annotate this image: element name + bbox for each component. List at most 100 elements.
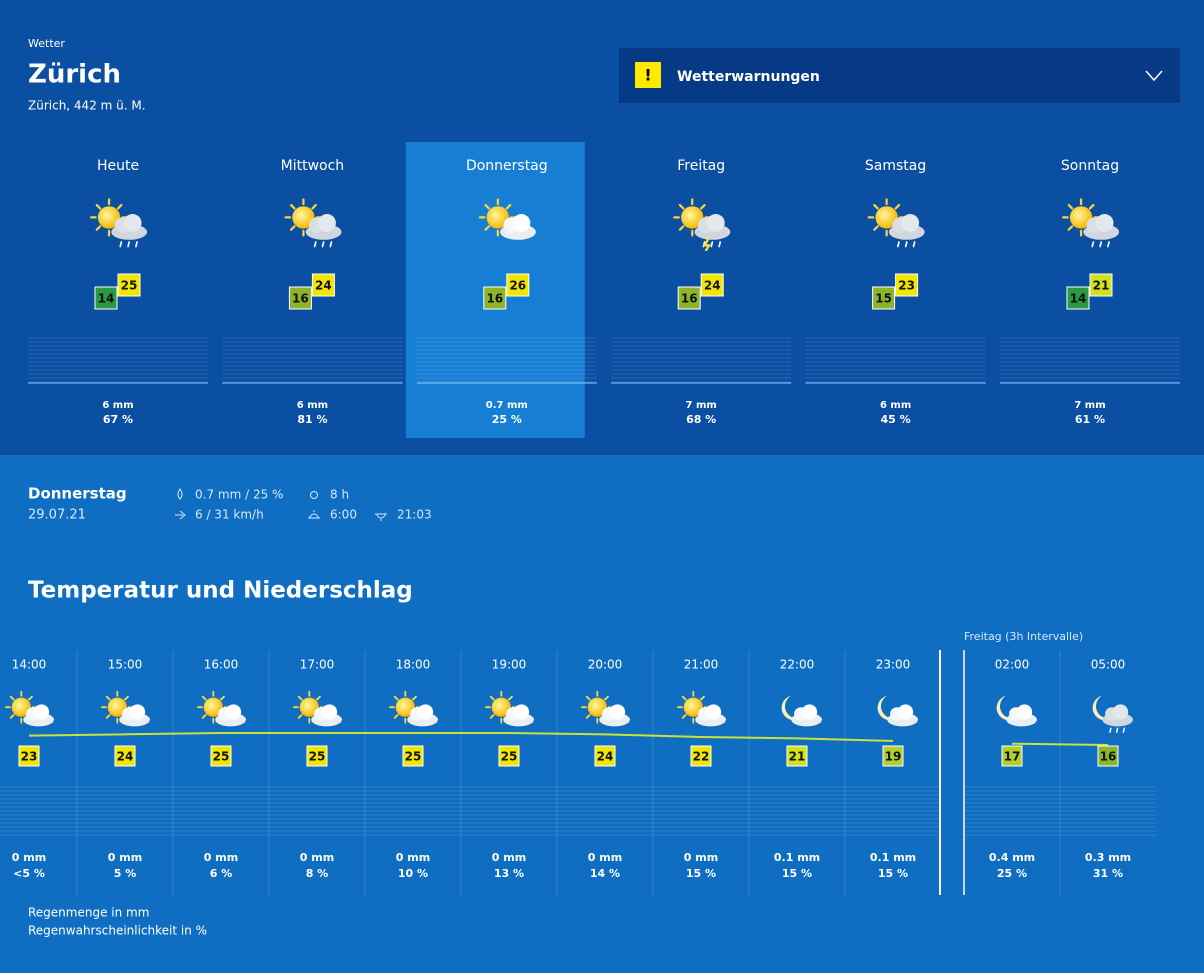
rain-amount: 0 mm (396, 851, 430, 864)
rain-baseline (1000, 382, 1180, 384)
hour-temp: 16 (1100, 750, 1117, 764)
hour-time: 16:00 (204, 658, 239, 672)
rain-baseline (416, 382, 597, 384)
hour-column: 14:00 0 mm <5 % (0, 650, 78, 895)
max-temp: 24 (704, 279, 721, 293)
rain-amount: 0.4 mm (989, 851, 1035, 864)
min-temp-box (483, 286, 507, 310)
hour-temp: 21 (789, 750, 806, 764)
chevron (1145, 70, 1163, 82)
hour-temp-box (210, 745, 232, 767)
max-temp: 25 (121, 279, 138, 293)
hour-temp: 25 (405, 750, 422, 764)
hour-temp: 25 (309, 750, 326, 764)
rain-probability: 81 % (297, 413, 327, 426)
warning-box[interactable] (619, 48, 1180, 103)
min-temp: 16 (486, 292, 503, 306)
detail-sunshine: 8 h (330, 488, 349, 502)
max-temp-box (506, 273, 530, 297)
min-temp: 15 (875, 292, 892, 306)
hour-temp-box (498, 745, 520, 767)
hour-time: 17:00 (300, 658, 335, 672)
min-temp: 16 (681, 292, 698, 306)
min-temp: 16 (292, 292, 309, 306)
rain-probability: 13 % (494, 867, 524, 880)
day-column[interactable]: Sonntag 21 14 7 mm 61 % (1000, 158, 1180, 426)
section-title: Temperatur und Niederschlag (28, 578, 413, 604)
hour-column: 02:00 0.4 mm 25 % (964, 650, 1061, 895)
location: Zürich, 442 m ü. M. (28, 99, 146, 113)
rain-baseline (805, 382, 986, 384)
detail-wind: 6 / 31 km/h (195, 508, 264, 522)
rain-amount: 0.1 mm (774, 851, 820, 864)
warning-button[interactable]: ! Wetterwarnungen (619, 48, 1180, 103)
warning-icon-text: ! (644, 66, 651, 85)
max-temp: 26 (509, 279, 526, 293)
hour-column: 20:00 0 mm 14 % (557, 650, 654, 895)
rain-amount: 0.7 mm (486, 400, 528, 411)
wind-icon (175, 510, 186, 520)
temperature-line (28, 732, 894, 742)
rain-amount: 0 mm (12, 851, 46, 864)
day-name[interactable]: Donnerstag (466, 158, 548, 174)
hour-temp: 17 (1004, 750, 1021, 764)
day-column[interactable]: Samstag 23 15 6 mm 45 % (805, 158, 986, 426)
day-name[interactable]: Freitag (677, 158, 725, 174)
rain-probability: 67 % (103, 413, 133, 426)
rain-amount: 0 mm (588, 851, 622, 864)
rain-amount: 0.1 mm (870, 851, 916, 864)
max-temp: 21 (1093, 279, 1110, 293)
hour-temp-box (1097, 745, 1119, 767)
legend-rain: Regenmenge in mm (28, 906, 149, 920)
rain-amount: 0 mm (684, 851, 718, 864)
rain-probability: 15 % (878, 867, 908, 880)
temperature-line (1011, 742, 1109, 746)
rain-probability: 5 % (114, 867, 137, 880)
hour-time: 15:00 (108, 658, 143, 672)
day-name[interactable]: Heute (97, 158, 139, 174)
hour-time: 18:00 (396, 658, 431, 672)
hour-time: 05:00 (1091, 658, 1126, 672)
rain-probability: 25 % (997, 867, 1027, 880)
legend-probability: Regenwahrscheinlichkeit in % (28, 924, 207, 938)
hour-temp-box (1001, 745, 1023, 767)
rain-amount: 7 mm (1074, 400, 1105, 411)
hour-time: 19:00 (492, 658, 527, 672)
day-column[interactable]: Heute 25 14 6 mm 67 % (28, 158, 208, 426)
hour-column: 15:00 0 mm 5 % (77, 650, 174, 895)
rain-probability: 25 % (492, 413, 522, 426)
hour-time: 20:00 (588, 658, 623, 672)
rain-probability: 6 % (210, 867, 233, 880)
min-temp-box (288, 286, 312, 310)
day-column[interactable]: Mittwoch 24 16 6 mm 81 % (222, 158, 403, 426)
hour-temp: 25 (213, 750, 230, 764)
warning-label[interactable]: Wetterwarnungen (677, 69, 820, 85)
day-details: Donnerstag 29.07.21 0.7 mm / 25 % 6 / 31… (28, 485, 432, 523)
max-temp: 24 (315, 279, 332, 293)
day-name[interactable]: Samstag (865, 158, 926, 174)
min-temp-box (872, 286, 896, 310)
rain-probability: 15 % (782, 867, 812, 880)
min-temp-box (677, 286, 701, 310)
sunrise-icon (308, 510, 320, 519)
hour-temp-box (882, 745, 904, 767)
rain-amount: 0 mm (204, 851, 238, 864)
hour-temp-box (114, 745, 136, 767)
rain-probability: 61 % (1075, 413, 1105, 426)
rain-probability: 10 % (398, 867, 428, 880)
hour-temp: 19 (885, 750, 902, 764)
max-temp-box (311, 273, 335, 297)
day-name[interactable]: Mittwoch (281, 158, 345, 174)
max-temp: 23 (898, 279, 915, 293)
rain-amount: 0 mm (300, 851, 334, 864)
hour-column: 19:00 0 mm 13 % (461, 650, 558, 895)
day-name[interactable]: Sonntag (1061, 158, 1119, 174)
hour-time: 02:00 (995, 658, 1030, 672)
section-label: Wetter (28, 37, 65, 50)
detail-rain: 0.7 mm / 25 % (195, 488, 283, 502)
hour-column: 21:00 0 mm 15 % (653, 650, 750, 895)
day-column[interactable]: Freitag 24 16 7 mm 68 % (611, 158, 792, 426)
day-column[interactable]: Donnerstag 26 16 0.7 mm 25 % (405, 142, 597, 438)
detail-day: Donnerstag (28, 485, 127, 503)
